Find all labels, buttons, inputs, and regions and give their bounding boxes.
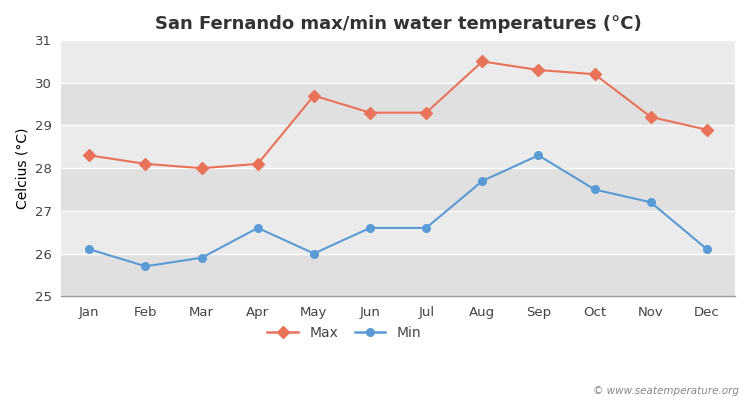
Bar <box>62 211 735 254</box>
Text: © www.seatemperature.org: © www.seatemperature.org <box>592 386 739 396</box>
Bar <box>62 168 735 211</box>
Bar <box>62 126 735 168</box>
Y-axis label: Celcius (°C): Celcius (°C) <box>15 127 29 209</box>
Bar <box>62 83 735 126</box>
Bar <box>62 254 735 296</box>
Legend: Max, Min: Max, Min <box>262 320 427 346</box>
Bar <box>62 40 735 83</box>
Title: San Fernando max/min water temperatures (°C): San Fernando max/min water temperatures … <box>154 15 641 33</box>
